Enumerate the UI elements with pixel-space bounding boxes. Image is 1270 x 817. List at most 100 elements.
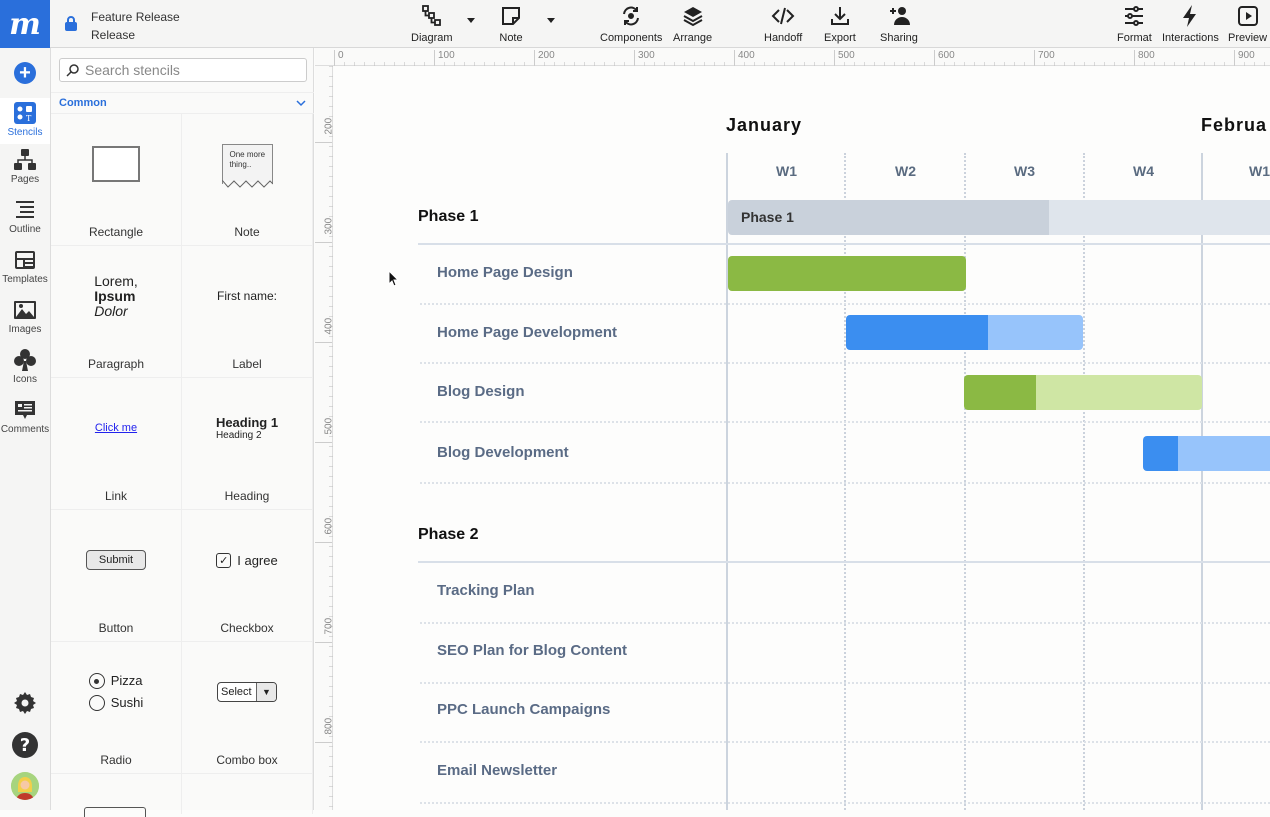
checkbox-preview: ✓ I agree xyxy=(216,552,278,568)
components-button[interactable]: Components xyxy=(600,4,662,44)
task-label[interactable]: Tracking Plan xyxy=(437,582,535,599)
phase-divider xyxy=(418,561,1270,563)
stencil-partial[interactable] xyxy=(51,774,182,817)
sharing-button[interactable]: Sharing xyxy=(880,4,918,44)
phase-1-bar[interactable]: Phase 1 xyxy=(728,200,1270,235)
image-icon xyxy=(14,301,36,319)
code-icon xyxy=(771,7,795,25)
app-logo[interactable]: m xyxy=(0,0,50,48)
stencil-button[interactable]: Submit Button xyxy=(51,510,182,642)
task-bar-blog-development[interactable] xyxy=(1143,436,1270,471)
play-icon xyxy=(1237,6,1258,26)
avatar[interactable] xyxy=(11,772,39,800)
task-label[interactable]: Home Page Development xyxy=(437,324,618,341)
stencil-link[interactable]: Click me Link xyxy=(51,378,182,510)
stencil-note[interactable]: One more thing.. Note xyxy=(182,114,313,246)
checkbox-checked-icon: ✓ xyxy=(216,552,232,568)
gear-icon[interactable] xyxy=(13,691,37,715)
rail-item-outline[interactable]: Outline xyxy=(0,198,50,235)
export-button[interactable]: Export xyxy=(824,4,856,44)
stencil-combo-box[interactable]: Select ▼ Combo box xyxy=(182,642,313,774)
document-subtitle: Release xyxy=(91,28,136,42)
row-divider xyxy=(420,741,1270,743)
stencil-partial[interactable] xyxy=(182,774,313,814)
rail-item-stencils[interactable]: T Stencils xyxy=(0,98,50,144)
stencil-radio[interactable]: Pizza Sushi Radio xyxy=(51,642,182,774)
design-canvas[interactable]: January Februa W1 W2 W3 W4 W1 Phase 1 Ph… xyxy=(334,67,1270,810)
components-icon xyxy=(623,6,640,26)
task-label[interactable]: Email Newsletter xyxy=(437,762,558,779)
format-button[interactable]: Format xyxy=(1117,4,1152,44)
mouse-cursor-icon xyxy=(388,270,400,287)
top-toolbar: m Feature Release Release Diagram Note C… xyxy=(0,0,1270,48)
week-divider xyxy=(844,153,846,810)
templates-icon xyxy=(15,251,35,269)
search-stencils-input[interactable]: Search stencils xyxy=(59,58,307,82)
section-common[interactable]: Common xyxy=(51,92,314,114)
rail-item-icons[interactable]: Icons xyxy=(0,348,50,385)
week-label: W1 xyxy=(1249,163,1270,179)
rail-item-comments[interactable]: Comments xyxy=(0,398,50,435)
document-title[interactable]: Feature Release Release xyxy=(91,8,180,44)
task-label[interactable]: Blog Development xyxy=(437,444,569,461)
stencil-heading[interactable]: Heading 1 Heading 2 Heading xyxy=(182,378,313,510)
task-bar-blog-design[interactable] xyxy=(964,375,1202,410)
help-icon[interactable]: ? xyxy=(11,731,39,759)
task-label[interactable]: PPC Launch Campaigns xyxy=(437,701,611,718)
rail-item-templates[interactable]: Templates xyxy=(0,248,50,285)
phase-title[interactable]: Phase 2 xyxy=(418,526,479,543)
week-label: W1 xyxy=(776,163,797,179)
outline-icon xyxy=(16,201,34,218)
month-divider xyxy=(1201,153,1203,810)
add-icon[interactable]: + xyxy=(14,62,36,84)
task-bar-home-page-design[interactable] xyxy=(728,256,966,291)
download-icon xyxy=(830,7,849,25)
heading-preview: Heading 1 Heading 2 xyxy=(215,415,279,441)
note-button[interactable]: Note xyxy=(499,4,523,44)
horizontal-ruler: 0 100 200 300 400 500 600 700 800 900 xyxy=(315,48,1270,66)
stencil-rectangle[interactable]: Rectangle xyxy=(51,114,182,246)
week-label: W3 xyxy=(1014,163,1035,179)
phase-divider xyxy=(418,243,1270,245)
vertical-ruler: 200 300 400 500 600 700 800 xyxy=(315,66,335,810)
combo-preview: Select ▼ xyxy=(217,682,277,702)
week-divider xyxy=(1083,153,1085,810)
paragraph-preview: Lorem, Ipsum Dolor xyxy=(94,272,138,319)
lightning-icon xyxy=(1183,5,1197,27)
note-preview: One more thing.. xyxy=(221,144,273,188)
task-label[interactable]: Home Page Design xyxy=(437,264,573,281)
chevron-down-icon xyxy=(296,100,306,107)
task-label[interactable]: Blog Design xyxy=(437,383,525,400)
rail-item-images[interactable]: Images xyxy=(0,298,50,335)
handoff-button[interactable]: Handoff xyxy=(764,4,802,44)
stencils-icon: T xyxy=(14,102,36,124)
diagram-button[interactable]: Diagram xyxy=(411,4,453,44)
stencils-panel: Search stencils Common Rectangle One mor… xyxy=(51,48,314,817)
user-avatar-icon xyxy=(11,772,39,800)
add-user-icon xyxy=(889,7,910,25)
task-label[interactable]: SEO Plan for Blog Content xyxy=(437,642,627,659)
note-icon xyxy=(502,7,520,25)
stencil-label[interactable]: First name: Label xyxy=(182,246,313,378)
diagram-dropdown-caret[interactable] xyxy=(467,18,475,23)
stencil-paragraph[interactable]: Lorem, Ipsum Dolor Paragraph xyxy=(51,246,182,378)
label-preview: First name: xyxy=(216,289,277,303)
rail-item-pages[interactable]: Pages xyxy=(0,148,50,185)
row-divider xyxy=(420,622,1270,624)
arrange-button[interactable]: Arrange xyxy=(673,4,712,44)
sliders-icon xyxy=(1125,6,1144,26)
button-preview: Submit xyxy=(86,550,146,570)
task-bar-home-page-development[interactable] xyxy=(846,315,1083,350)
search-icon xyxy=(66,64,79,77)
left-rail: + T Stencils Pages Outline Templates Ima… xyxy=(0,48,51,810)
preview-button[interactable]: Preview xyxy=(1228,4,1267,44)
radio-preview: Pizza Sushi xyxy=(88,670,143,714)
stencil-checkbox[interactable]: ✓ I agree Checkbox xyxy=(182,510,313,642)
row-divider xyxy=(420,682,1270,684)
lock-icon[interactable] xyxy=(64,15,78,31)
note-dropdown-caret[interactable] xyxy=(547,18,555,23)
interactions-button[interactable]: Interactions xyxy=(1162,4,1219,44)
ruler-ticks xyxy=(334,48,1270,66)
week-label: W4 xyxy=(1133,163,1154,179)
phase-title[interactable]: Phase 1 xyxy=(418,208,479,225)
